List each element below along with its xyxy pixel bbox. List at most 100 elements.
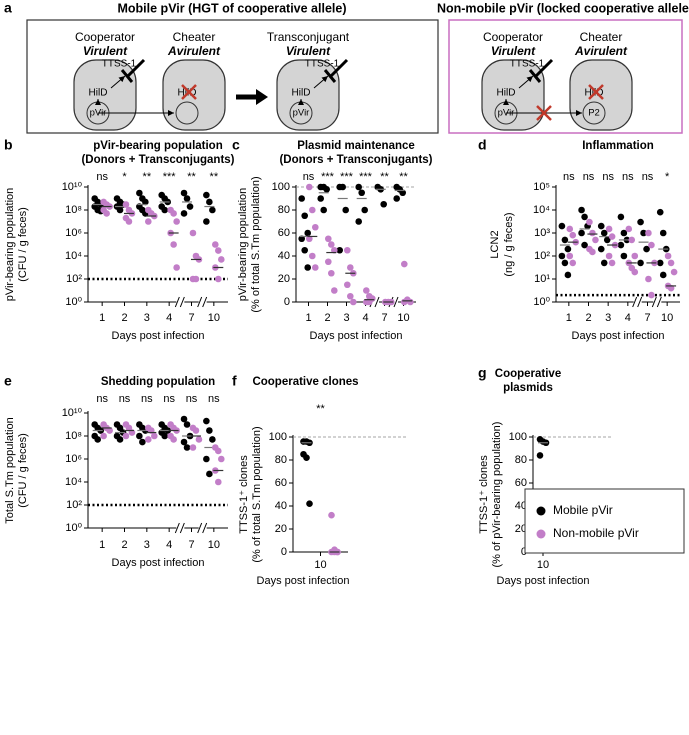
y-tick-label: 60 — [275, 477, 287, 489]
data-point — [605, 225, 613, 233]
legend-marker — [536, 506, 546, 516]
data-point — [561, 259, 569, 267]
data-point — [620, 252, 628, 260]
data-point — [183, 195, 191, 202]
cell — [569, 59, 633, 131]
significance: ** — [210, 171, 219, 183]
y-tick-label: 60 — [278, 227, 290, 239]
y-axis-label: (% of pVir-bearing population) — [491, 422, 503, 568]
data-point — [94, 436, 101, 443]
axis-break — [176, 297, 185, 307]
big-arrow-head — [256, 89, 268, 105]
box — [26, 19, 439, 134]
chart-title: pVir-bearing population — [93, 140, 222, 152]
data-point — [103, 210, 110, 217]
data-point — [170, 210, 177, 217]
data-point — [203, 218, 210, 225]
data-point — [620, 229, 628, 237]
data-point — [648, 291, 655, 299]
data-point — [637, 218, 644, 226]
x-axis-label: Days post infection — [112, 557, 205, 569]
axis-break — [633, 297, 642, 307]
chart-title: Cooperative — [495, 368, 561, 380]
x-tick-label: 10 — [537, 559, 549, 571]
axis-break — [656, 296, 662, 308]
data-point — [189, 229, 197, 237]
data-point — [306, 183, 313, 191]
cell-trait: Avirulent — [167, 44, 221, 58]
chart-title: Shedding population — [101, 376, 215, 388]
y-tick-label: 10⁴ — [65, 476, 82, 488]
x-tick-label: 10 — [208, 539, 220, 551]
data-point — [597, 245, 605, 253]
hild: HilD — [497, 88, 516, 99]
cross — [181, 84, 197, 100]
data-point — [600, 229, 608, 237]
chart-title: Cooperative clones — [252, 376, 358, 388]
data-point — [347, 264, 354, 271]
data-point — [170, 436, 177, 443]
y-tick-label: 100 — [272, 181, 290, 193]
x-tick-label: 1 — [305, 312, 311, 324]
hild: HilD — [89, 88, 108, 99]
y-tick-label: 10⁵ — [533, 181, 550, 193]
data-point — [161, 432, 168, 440]
y-tick-label: 10² — [534, 250, 550, 262]
x-tick-label: 3 — [343, 312, 349, 324]
significance: ns — [563, 171, 575, 183]
significance: ns — [163, 393, 175, 405]
data-point — [100, 432, 107, 440]
data-point — [361, 206, 369, 214]
data-point — [312, 223, 319, 231]
axis-break — [632, 296, 638, 308]
legend-marker — [536, 529, 546, 539]
data-point — [145, 436, 152, 443]
y-axis-label: pVir-bearing population — [4, 188, 16, 302]
data-point — [306, 500, 313, 508]
ttss — [534, 58, 554, 78]
ttss-label: TTSS-1 — [102, 59, 137, 70]
data-point — [180, 415, 188, 423]
data-point — [589, 229, 596, 237]
data-point — [603, 236, 611, 244]
y-axis-label: TTSS-1⁺ clones — [238, 455, 250, 534]
data-point — [215, 275, 222, 283]
data-point — [301, 246, 309, 254]
box-title: Non-mobile pVir (locked cooperative alle… — [437, 1, 689, 15]
axis-break — [651, 296, 657, 308]
data-point — [342, 206, 350, 214]
data-point — [401, 298, 408, 306]
y-tick-label: 80 — [278, 204, 290, 216]
panel-letter: a — [4, 0, 12, 16]
data-point — [209, 206, 216, 214]
data-point — [670, 268, 678, 276]
y-tick-label: 10⁰ — [65, 522, 82, 534]
x-axis-label: Days post infection — [257, 575, 350, 587]
data-point — [298, 195, 306, 202]
data-point — [331, 287, 338, 294]
data-point — [325, 235, 332, 243]
data-point — [558, 252, 566, 260]
data-point — [344, 246, 351, 254]
legend-label: Mobile pVir — [553, 503, 613, 517]
y-tick-label: 40 — [278, 250, 290, 262]
data-point — [648, 241, 655, 249]
x-tick-label: 2 — [324, 312, 330, 324]
y-tick-label: 0 — [521, 546, 527, 558]
data-point — [328, 511, 335, 519]
data-point — [186, 203, 194, 210]
y-axis-label: (CFU / g feces) — [17, 433, 29, 508]
y-tick-label: 10⁸ — [65, 430, 82, 442]
data-point — [600, 259, 608, 267]
data-point — [393, 195, 401, 202]
panel-letter: f — [232, 373, 237, 389]
data-point — [355, 183, 363, 191]
ttss — [323, 69, 337, 83]
panel-letter: d — [478, 137, 487, 153]
y-axis-label: (CFU / g feces) — [17, 207, 29, 282]
legend-box — [524, 488, 685, 554]
ttss — [329, 58, 349, 78]
data-point — [151, 432, 158, 440]
y-axis-label: (% of total S.Tm population) — [250, 176, 262, 312]
x-tick-label: 7 — [644, 312, 650, 324]
